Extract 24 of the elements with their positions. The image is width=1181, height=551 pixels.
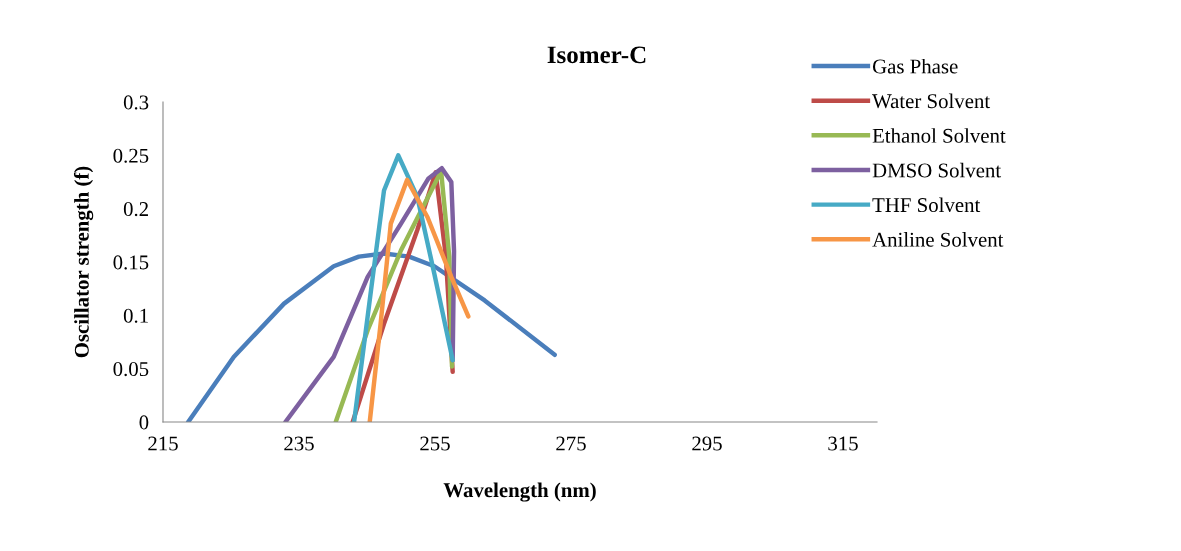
x-tick-label: 315 (828, 436, 858, 451)
line-series (185, 251, 557, 422)
legend-label: Gas Phase (872, 58, 958, 74)
line-series (367, 177, 471, 422)
y-tick-label: 0.1 (123, 308, 148, 323)
legend-label: Ethanol Solvent (872, 128, 1006, 143)
legend-label: THF Solvent (872, 197, 981, 213)
legend-label: DMSO Solvent (872, 162, 1002, 178)
y-tick-label: 0.05 (113, 362, 149, 377)
x-tick-label: 255 (420, 436, 450, 451)
x-axis-title: Wavelength (nm) (443, 482, 596, 502)
y-tick-label: 0.3 (123, 95, 149, 110)
legend-label: Water Solvent (872, 93, 991, 109)
y-tick-label: 0 (139, 415, 149, 430)
y-axis-title: Oscillator strength (f) (73, 166, 94, 358)
x-tick-label: 295 (692, 436, 722, 451)
x-tick-label: 275 (556, 436, 586, 451)
y-tick-label: 0.2 (123, 202, 148, 217)
x-tick-label: 235 (284, 436, 314, 451)
y-tick-label: 0.25 (113, 148, 149, 163)
legend-label: Aniline Solvent (872, 232, 1004, 247)
chart-title: Isomer-C (547, 46, 646, 64)
x-tick-label: 215 (148, 436, 178, 451)
y-tick-label: 0.15 (113, 255, 149, 270)
